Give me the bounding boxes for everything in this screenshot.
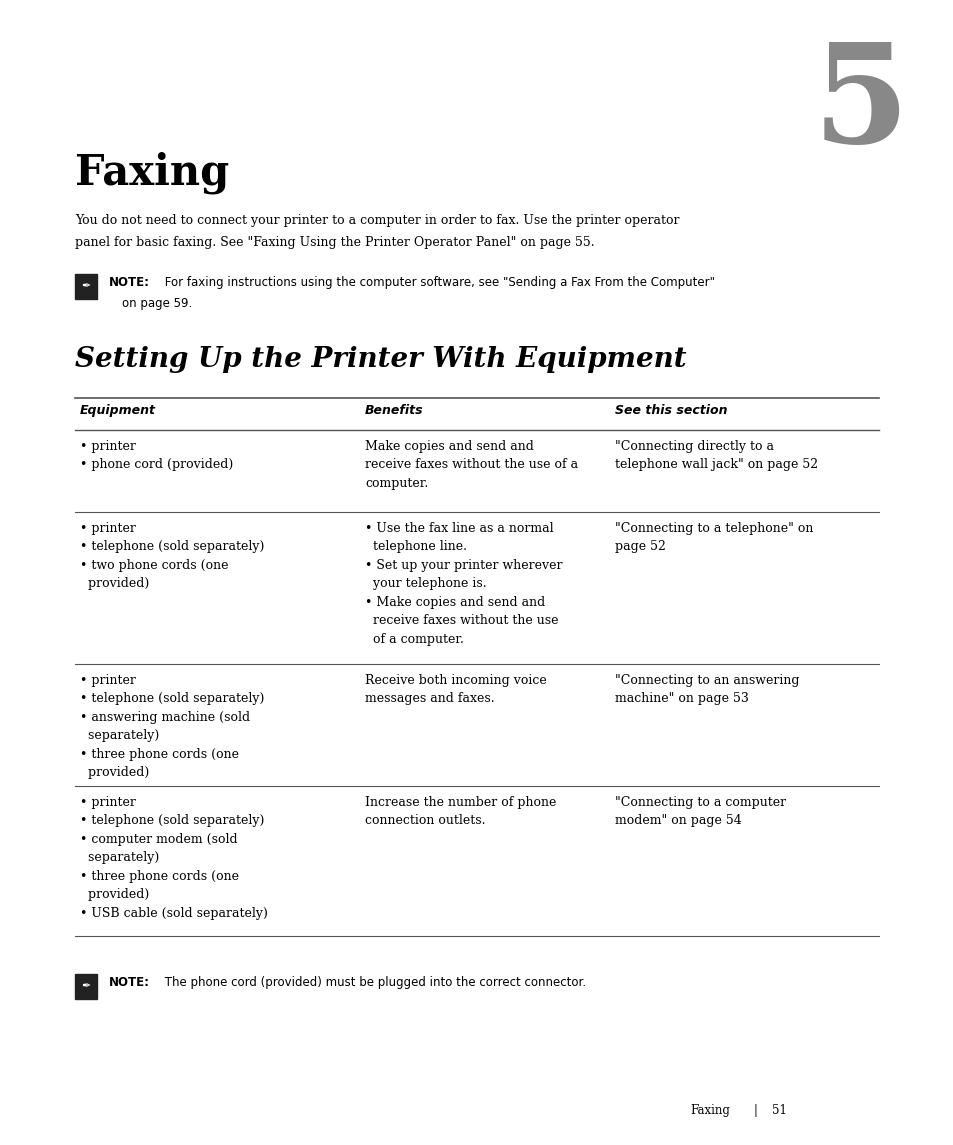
Text: Equipment: Equipment: [80, 404, 156, 417]
Text: ✒: ✒: [81, 981, 91, 992]
Text: "Connecting to a telephone" on
page 52: "Connecting to a telephone" on page 52: [615, 522, 813, 553]
Text: Increase the number of phone
connection outlets.: Increase the number of phone connection …: [365, 796, 556, 828]
Text: Make copies and send and
receive faxes without the use of a
computer.: Make copies and send and receive faxes w…: [365, 440, 578, 490]
Text: • printer
• telephone (sold separately)
• answering machine (sold
  separately)
: • printer • telephone (sold separately) …: [80, 674, 264, 780]
Text: 5: 5: [812, 38, 908, 172]
Text: on page 59.: on page 59.: [122, 297, 193, 310]
Text: For faxing instructions using the computer software, see "Sending a Fax From the: For faxing instructions using the comput…: [161, 276, 714, 289]
Text: "Connecting directly to a
telephone wall jack" on page 52: "Connecting directly to a telephone wall…: [615, 440, 818, 472]
Text: |: |: [752, 1104, 756, 1118]
Text: NOTE:: NOTE:: [109, 276, 150, 289]
Text: • printer
• telephone (sold separately)
• computer modem (sold
  separately)
• t: • printer • telephone (sold separately) …: [80, 796, 268, 919]
Text: "Connecting to an answering
machine" on page 53: "Connecting to an answering machine" on …: [615, 674, 799, 705]
Text: "Connecting to a computer
modem" on page 54: "Connecting to a computer modem" on page…: [615, 796, 785, 828]
Text: Benefits: Benefits: [365, 404, 423, 417]
Text: 51: 51: [771, 1104, 786, 1118]
Text: The phone cord (provided) must be plugged into the correct connector.: The phone cord (provided) must be plugge…: [161, 976, 585, 989]
FancyBboxPatch shape: [75, 974, 97, 998]
Text: See this section: See this section: [615, 404, 727, 417]
Text: • printer
• phone cord (provided): • printer • phone cord (provided): [80, 440, 233, 472]
Text: Setting Up the Printer With Equipment: Setting Up the Printer With Equipment: [75, 346, 686, 373]
Text: panel for basic faxing. See "Faxing Using the Printer Operator Panel" on page 55: panel for basic faxing. See "Faxing Usin…: [75, 236, 594, 248]
Text: Faxing: Faxing: [689, 1104, 729, 1118]
FancyBboxPatch shape: [75, 274, 97, 299]
Text: Faxing: Faxing: [75, 152, 229, 195]
Text: You do not need to connect your printer to a computer in order to fax. Use the p: You do not need to connect your printer …: [75, 214, 679, 227]
Text: • Use the fax line as a normal
  telephone line.
• Set up your printer wherever
: • Use the fax line as a normal telephone…: [365, 522, 562, 646]
Text: Receive both incoming voice
messages and faxes.: Receive both incoming voice messages and…: [365, 674, 546, 705]
Text: NOTE:: NOTE:: [109, 976, 150, 989]
Text: ✒: ✒: [81, 282, 91, 292]
Text: • printer
• telephone (sold separately)
• two phone cords (one
  provided): • printer • telephone (sold separately) …: [80, 522, 264, 591]
